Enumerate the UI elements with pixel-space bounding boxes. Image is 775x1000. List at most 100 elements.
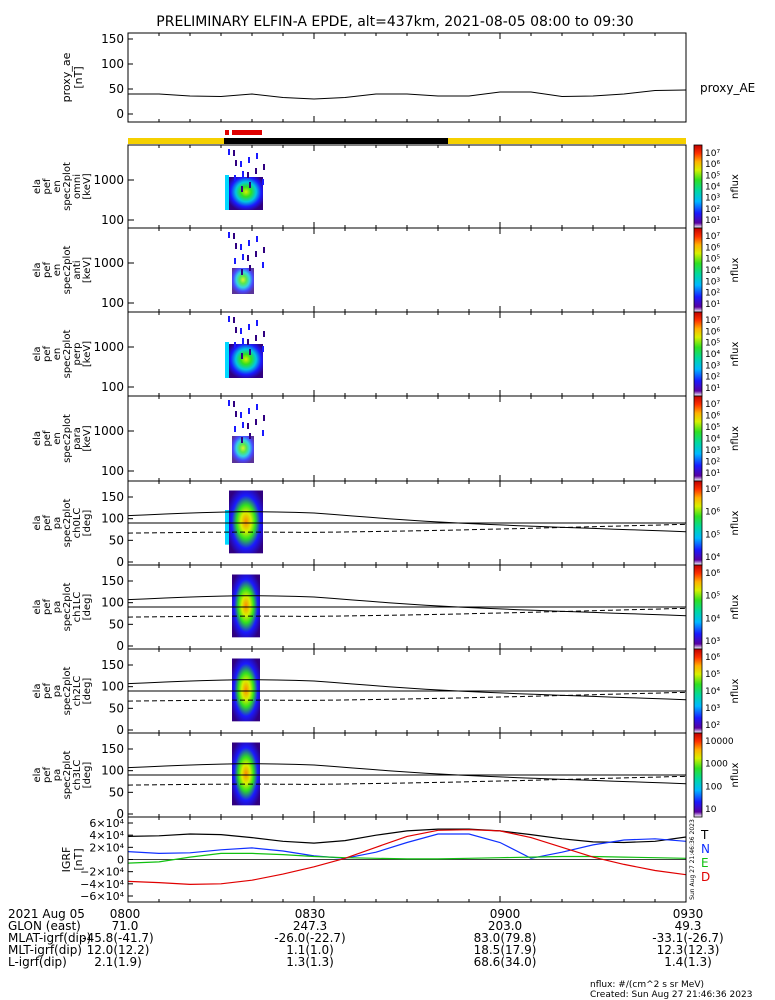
panel-en-spec2plot-anti-noise-pixel xyxy=(249,265,251,271)
panel-en-spec2plot-anti-noise-pixel xyxy=(242,254,244,260)
y-tick-label: 0 xyxy=(116,555,124,569)
panel-pa-spec2plot-ch1LC-colorbar-tick: 10⁴ xyxy=(705,614,720,624)
panel-en-spec2plot-omni-spectrum xyxy=(229,177,263,210)
panel-pa-spec2plot-ch2LC-ylabel-line: [deg] xyxy=(82,678,93,705)
panel-en-spec2plot-omni-colorbar-tick: 10⁴ xyxy=(705,183,720,193)
panel-en-spec2plot-para-noise-pixel xyxy=(228,400,230,406)
panel-en-spec2plot-omni-colorbar-tick: 10¹ xyxy=(705,216,720,226)
panel-en-spec2plot-omni-spectrum-edge xyxy=(225,175,229,210)
panel-en-spec2plot-omni-colorbar-tick: 10⁶ xyxy=(705,160,720,170)
panel-en-spec2plot-para-noise-pixel xyxy=(263,415,265,421)
igrf-legend-D: D xyxy=(701,870,710,884)
panel-pa-spec2plot-ch2LC: ela pef pa spec2plot ch2LC [deg] 150 100 50 0 10⁶ 1… xyxy=(32,648,741,737)
panel-pa-spec2plot-ch2LC-anti-loss-cone xyxy=(127,691,687,702)
panel-en-spec2plot-anti-colorbar-tick: 10¹ xyxy=(705,300,720,310)
panel-en-spec2plot-perp-spectrum-edge xyxy=(225,342,229,378)
panel-en-spec2plot-omni-frame xyxy=(127,144,687,229)
panel-en-spec2plot-para-colorbar-tick: 10⁵ xyxy=(705,423,720,433)
panel-en-spec2plot-anti-colorbar-tick: 10⁴ xyxy=(705,266,720,276)
panel-en-spec2plot-para-ylabel-line: ela xyxy=(32,431,43,446)
panel-en-spec2plot-omni-noise-pixel xyxy=(249,182,251,188)
panel-pa-spec2plot-ch0LC: ela pef pa spec2plot ch0LC [deg] 150 100 50 0 10⁷ 1… xyxy=(32,480,741,569)
x-axis-row-value: 1.1(1.0) xyxy=(286,943,334,957)
x-axis-row-value: 0930 xyxy=(673,907,704,921)
panel-en-spec2plot-anti-noise-pixel xyxy=(248,240,250,246)
panel-pa-spec2plot-ch0LC-ylabel-line: spec2plot xyxy=(62,499,73,548)
panel-en-spec2plot-omni-ylabel-line: ela xyxy=(32,179,43,194)
panel-pa-spec2plot-ch2LC-ylabel-line: pef xyxy=(42,683,53,700)
panel-en-spec2plot-para-ylabel-line: para xyxy=(72,427,83,450)
panel-pa-spec2plot-ch0LC-colorbar-tick: 10⁵ xyxy=(705,530,720,540)
panel-en-spec2plot-anti-colorbar-tick: 10⁶ xyxy=(705,243,720,253)
y-tick-label: 100 xyxy=(101,764,124,778)
panel-pa-spec2plot-ch3LC-colorbar-tick: 10 xyxy=(705,805,717,815)
panel-en-spec2plot-omni-noise-pixel xyxy=(262,179,264,185)
proxy-ae-ylabel-line: [nT] xyxy=(72,66,85,88)
panel-pa-spec2plot-ch1LC-colorbar-tick: 10⁶ xyxy=(705,569,720,579)
panel-en-spec2plot-para-noise-pixel xyxy=(248,408,250,414)
igrf-ylabel-line: IGRF xyxy=(60,847,73,873)
plot-title: PRELIMINARY ELFIN-A EPDE, alt=437km, 202… xyxy=(156,14,633,30)
y-tick-label: 100 xyxy=(101,57,124,71)
panel-pa-spec2plot-ch0LC-colorbar xyxy=(693,480,703,566)
panel-pa-spec2plot-ch3LC-ylabel-line: pa xyxy=(52,769,63,781)
y-tick-label: 1000 xyxy=(93,256,124,270)
panel-en-spec2plot-anti-ylabel-line: pef xyxy=(42,262,53,279)
igrf-series-D xyxy=(127,829,687,886)
panel-en-spec2plot-para-spectrum xyxy=(232,436,254,463)
panel-en-spec2plot-perp-ylabel-line: spec2plot xyxy=(62,330,73,379)
panel-en-spec2plot-perp-noise-pixel xyxy=(234,342,236,348)
panel-en-spec2plot-anti-frame xyxy=(127,227,687,313)
panel-en-spec2plot-perp-noise-pixel xyxy=(263,331,265,337)
x-axis-row-value: 18.5(17.9) xyxy=(474,943,537,957)
panel-en-spec2plot-para-colorbar-tick: 10⁶ xyxy=(705,412,720,422)
panel-en-spec2plot-para-noise-pixel xyxy=(240,412,242,418)
panel-en-spec2plot-para-noise-pixel xyxy=(249,433,251,439)
panel-pa-spec2plot-ch0LC-loss-cone xyxy=(127,511,687,533)
panel-pa-spec2plot-ch1LC-ylabel-line: spec2plot xyxy=(62,583,73,632)
y-tick-label: 150 xyxy=(101,742,124,756)
panel-pa-spec2plot-ch1LC-ylabel: ela pef pa spec2plot ch1LC [deg] xyxy=(32,583,93,632)
y-tick-label: 0 xyxy=(117,854,124,867)
panel-proxy-ae: 150 100 50 0 proxy_AE proxy_ae [nT] xyxy=(60,32,755,123)
panel-pa-spec2plot-ch3LC-colorbar-tick: 100 xyxy=(705,782,722,792)
panel-pa-spec2plot-ch0LC-colorbar-label: nflux xyxy=(730,510,741,535)
panel-pa-spec2plot-ch1LC-ylabel-line: [deg] xyxy=(82,594,93,621)
y-tick-label: 50 xyxy=(109,701,124,715)
panel-en-spec2plot-omni-colorbar-tick: 10⁵ xyxy=(705,171,720,181)
panel-en-spec2plot-omni-colorbar xyxy=(693,144,703,229)
panel-en-spec2plot-perp-ylabel-line: pef xyxy=(42,346,53,363)
panel-en-spec2plot-para-ylabel-line: spec2plot xyxy=(62,414,73,463)
panel-pa-spec2plot-ch0LC-colorbar-tick: 10⁴ xyxy=(705,553,720,563)
panel-pa-spec2plot-ch3LC-ylabel-line: spec2plot xyxy=(62,751,73,800)
y-tick-label: 50 xyxy=(109,82,124,96)
y-tick-label: 100 xyxy=(101,296,124,310)
proxy-ae-legend: proxy_AE xyxy=(700,81,755,95)
panel-en-spec2plot-perp-ylabel-line: [keV] xyxy=(82,341,93,367)
panel-en-spec2plot-anti-colorbar-tick: 10⁵ xyxy=(705,255,720,265)
panel-pa-spec2plot-ch2LC-loss-cone xyxy=(127,679,687,701)
y-tick-label: −4×10⁴ xyxy=(80,878,124,891)
panel-pa-spec2plot-ch0LC-ylabel-line: ela xyxy=(32,515,43,530)
panel-en-spec2plot-perp-noise-pixel xyxy=(235,327,237,333)
x-axis-row-value: -26.0(-22.7) xyxy=(274,931,345,945)
panel-pa-spec2plot-ch1LC-colorbar-tick: 10³ xyxy=(705,637,720,647)
panel-pa-spec2plot-ch3LC-colorbar-tick: 10000 xyxy=(705,737,734,747)
y-tick-label: 150 xyxy=(101,32,124,46)
panel-pa-spec2plot-ch2LC-ylabel-line: pa xyxy=(52,685,63,697)
x-axis-row-value: 68.6(34.0) xyxy=(474,955,537,969)
panel-en-spec2plot-anti-ylabel-line: [keV] xyxy=(82,257,93,283)
y-tick-label: 6×10⁴ xyxy=(89,817,124,830)
panel-pa-spec2plot-ch3LC: ela pef pa spec2plot ch3LC [deg] 150 100 50 0 1000… xyxy=(32,732,741,821)
panel-pa-spec2plot-ch1LC-colorbar-label-text: nflux xyxy=(730,594,741,619)
panel-en-spec2plot-perp-colorbar-tick: 10³ xyxy=(705,361,720,371)
panel-en-spec2plot-para-colorbar-tick: 10⁴ xyxy=(705,435,720,445)
panel-pa-spec2plot-ch1LC-spectrum xyxy=(232,574,260,638)
panel-en-spec2plot-omni-colorbar-label: nflux xyxy=(730,174,741,199)
panel-en-spec2plot-anti-ylabel-line: ela xyxy=(32,262,43,277)
panel-pa-spec2plot-ch3LC-loss-cone xyxy=(127,763,687,785)
panel-en-spec2plot-para-noise-pixel xyxy=(247,423,249,429)
panel-en-spec2plot-anti-ylabel-line: spec2plot xyxy=(62,246,73,295)
panel-en-spec2plot-para-noise-pixel xyxy=(233,401,235,407)
panel-en-spec2plot-omni-ylabel: ela pef en spec2plot omni [keV] xyxy=(32,162,93,211)
